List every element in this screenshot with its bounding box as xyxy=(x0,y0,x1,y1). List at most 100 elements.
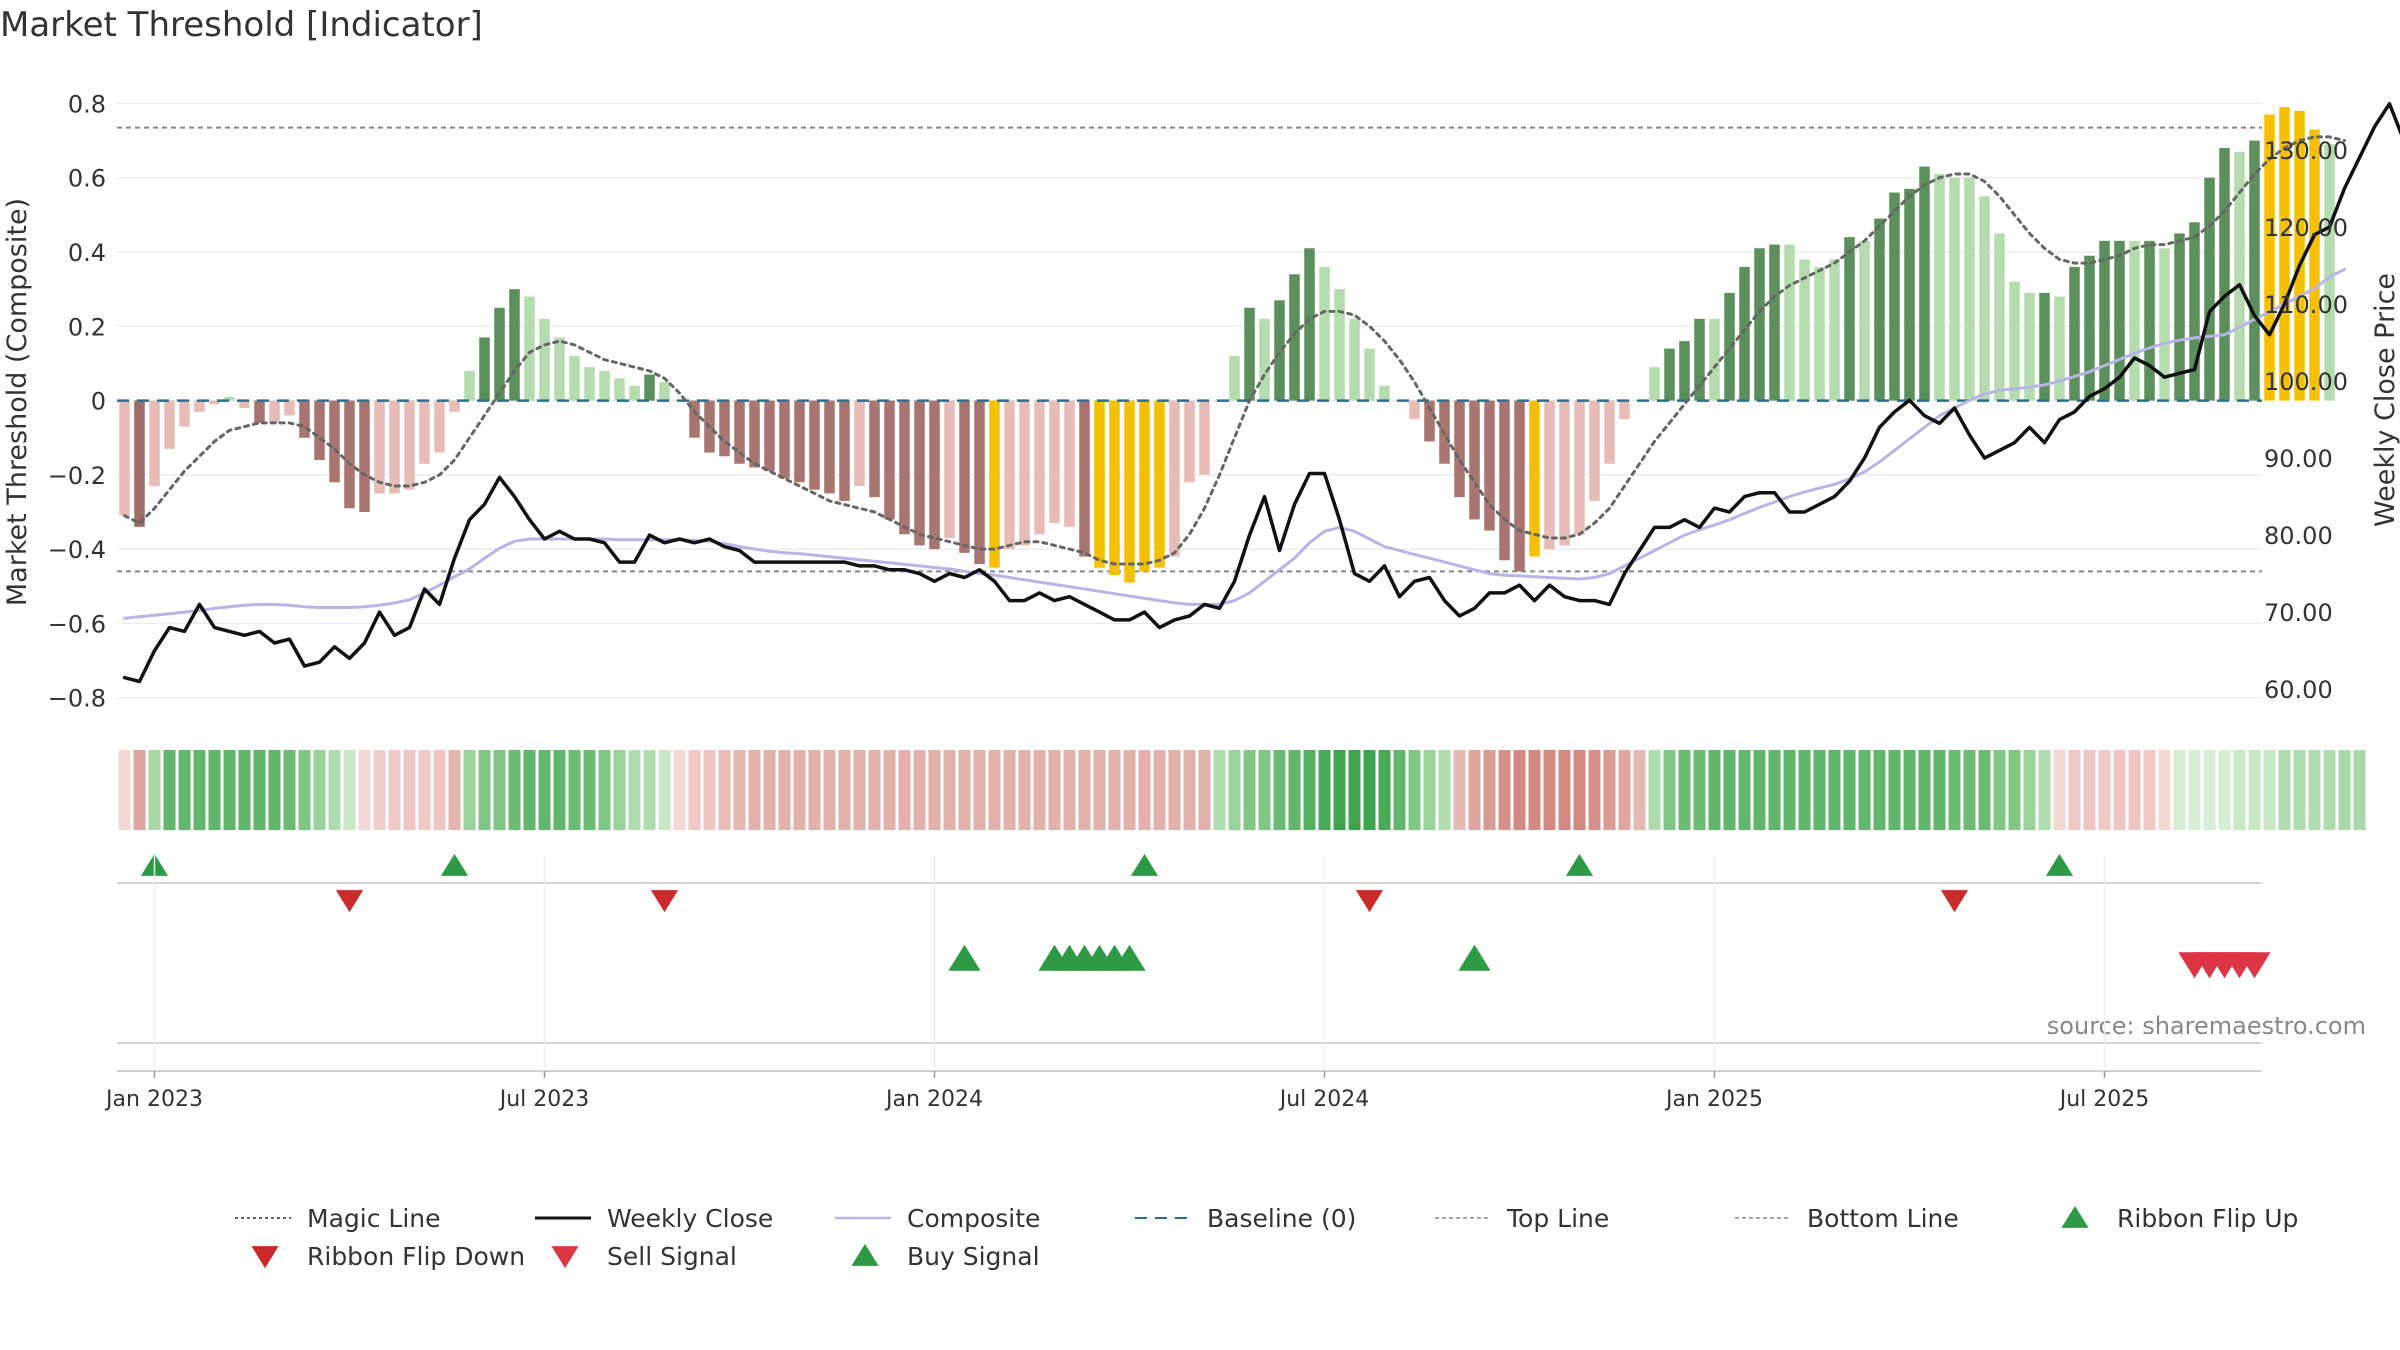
ribbon-cell xyxy=(328,750,341,830)
composite-bar xyxy=(479,337,490,401)
ribbon-cell xyxy=(1078,750,1091,830)
composite-bar xyxy=(1799,259,1810,401)
legend-label: Ribbon Flip Down xyxy=(307,1242,525,1271)
ribbon-cell xyxy=(1453,750,1466,830)
composite-bar xyxy=(1649,367,1660,401)
ribbon-cell xyxy=(1603,750,1616,830)
composite-bar xyxy=(869,400,880,498)
composite-bar xyxy=(554,337,565,401)
composite-bar xyxy=(839,400,850,501)
composite-bar xyxy=(1724,292,1735,401)
ribbon-cell xyxy=(1678,750,1691,830)
ribbon-cell xyxy=(1348,750,1361,830)
ribbon-cell xyxy=(1468,750,1481,830)
ribbon-cell xyxy=(1273,750,1286,830)
composite-bar xyxy=(2039,292,2050,401)
ribbon-cell xyxy=(1798,750,1811,830)
right-axis-title: Weekly Close Price xyxy=(2370,273,2400,527)
buy-signal-marker xyxy=(948,944,981,971)
ribbon-cell xyxy=(1663,750,1676,830)
left-axis-title: Market Threshold (Composite) xyxy=(2,198,33,606)
composite-bar xyxy=(899,400,910,535)
composite-bar xyxy=(1559,400,1570,546)
ribbon-cell xyxy=(628,750,641,830)
legend-item-weekly-close: Weekly Close xyxy=(535,1204,773,1233)
ribbon-cell xyxy=(2023,750,2036,830)
composite-bar xyxy=(989,400,1000,568)
legend-label: Buy Signal xyxy=(907,1242,1040,1271)
composite-bar xyxy=(1754,248,1765,401)
ribbon-cell xyxy=(1318,750,1331,830)
right-axis: 130.00 120.00 110.00 100.00 90.00 80.00 70.00 6… xyxy=(2264,137,2348,704)
composite-bar xyxy=(2174,233,2185,401)
ribbon-cell xyxy=(1573,750,1586,830)
ribbon-cell xyxy=(1123,750,1136,830)
ribbon-cell xyxy=(883,750,896,830)
ribbon-flip-down-marker xyxy=(335,890,364,913)
ribbon-cell xyxy=(283,750,296,830)
ribbon-cell xyxy=(568,750,581,830)
composite-bar xyxy=(1874,218,1885,401)
signal-markers xyxy=(117,853,2271,1044)
composite-bar xyxy=(2294,110,2305,401)
ribbon-cell xyxy=(1258,750,1271,830)
left-tick-label: 0.2 xyxy=(68,313,106,341)
composite-bar xyxy=(2144,240,2155,401)
composite-bar xyxy=(1049,400,1060,524)
ribbon-cell xyxy=(2158,750,2171,830)
x-tick-label: Jan 2023 xyxy=(104,1087,203,1112)
ribbon-cell xyxy=(1618,750,1631,830)
reference-lines xyxy=(117,126,2262,573)
x-tick-label: Jan 2024 xyxy=(884,1087,983,1112)
ribbon-cell xyxy=(1393,750,1406,830)
ribbon-cell xyxy=(1768,750,1781,830)
ribbon-cell xyxy=(778,750,791,830)
ribbon-cell xyxy=(2068,750,2081,830)
composite-bar xyxy=(1169,400,1180,557)
ribbon-cell xyxy=(838,750,851,830)
ribbon-cell xyxy=(1513,750,1526,830)
composite-bar xyxy=(629,385,640,401)
composite-bar xyxy=(2264,114,2275,401)
ribbon-cell xyxy=(343,750,356,830)
ribbon-cell xyxy=(208,750,221,830)
legend-item-composite: Composite xyxy=(835,1204,1040,1233)
ribbon-cell xyxy=(2293,750,2306,830)
ribbon-cell xyxy=(913,750,926,830)
composite-bar xyxy=(314,400,325,460)
composite-bar xyxy=(719,400,730,457)
ribbon-cell xyxy=(1018,750,1031,830)
ribbon-cell xyxy=(418,750,431,830)
right-tick-label: 70.00 xyxy=(2264,599,2333,627)
composite-bar xyxy=(1004,400,1015,550)
composite-bar xyxy=(1229,356,1240,401)
composite-bar xyxy=(2324,144,2335,401)
ribbon-cell xyxy=(1633,750,1646,830)
composite-bar xyxy=(149,400,160,486)
ribbon-cell xyxy=(1588,750,1601,830)
ribbon-cell xyxy=(1213,750,1226,830)
ribbon-cell xyxy=(1063,750,1076,830)
composite-bar xyxy=(1934,174,1945,401)
ribbon-cell xyxy=(223,750,236,830)
composite-bar xyxy=(209,400,220,405)
ribbon-cell xyxy=(1363,750,1376,830)
ribbon-flip-down-marker xyxy=(1940,890,1969,913)
composite-bar xyxy=(974,400,985,564)
ribbon-cell xyxy=(2128,750,2141,830)
ribbon-cell xyxy=(1003,750,1016,830)
composite-bar xyxy=(1679,341,1690,401)
composite-bar xyxy=(164,400,175,449)
ribbon-cell xyxy=(478,750,491,830)
left-tick-label: 0 xyxy=(91,388,106,416)
composite-bar xyxy=(854,400,865,486)
composite-bar xyxy=(2189,222,2200,401)
composite-bar xyxy=(1469,400,1480,520)
legend-item-baseline-0-: Baseline (0) xyxy=(1135,1204,1356,1233)
composite-bar xyxy=(1094,400,1105,568)
legend-item-buy-signal: Buy Signal xyxy=(851,1242,1040,1271)
composite-bar xyxy=(2309,129,2320,401)
ribbon-cell xyxy=(1858,750,1871,830)
ribbon-cell xyxy=(688,750,701,830)
ribbon-cell xyxy=(2038,750,2051,830)
